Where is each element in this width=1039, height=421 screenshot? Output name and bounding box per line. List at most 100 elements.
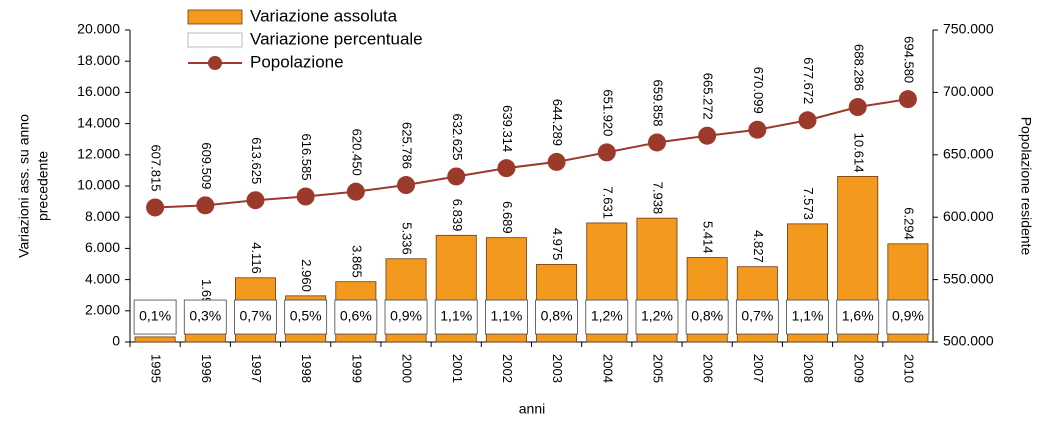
percent-label: 0,8% — [541, 308, 573, 324]
x-tick-label: 2003 — [550, 354, 565, 383]
percent-label-box — [485, 299, 528, 335]
population-value-label: 694.580 — [901, 36, 916, 83]
percent-label-box — [434, 299, 478, 335]
population-value-label: 665.272 — [701, 73, 716, 120]
percent-label-box — [786, 299, 829, 335]
percent-label-box — [635, 299, 679, 335]
population-marker — [898, 90, 917, 109]
y2-tick-label: 500.000 — [943, 333, 994, 349]
bar-value-label: 7.938 — [651, 182, 666, 215]
y-tick-label: 6.000 — [85, 239, 120, 255]
x-axis-title: anni — [519, 401, 545, 417]
population-marker — [196, 196, 215, 215]
population-value-label: 625.786 — [400, 122, 415, 169]
bar-value-label: 10.614 — [851, 133, 866, 173]
x-tick-label: 1998 — [299, 354, 314, 383]
percent-label: 1,2% — [591, 308, 623, 324]
x-tick-label: 2008 — [801, 354, 816, 383]
y2-tick-label: 700.000 — [943, 83, 994, 99]
population-marker — [647, 133, 666, 152]
y-tick-label: 10.000 — [77, 177, 120, 193]
population-value-label: 609.509 — [199, 142, 214, 189]
percent-label-box — [585, 299, 629, 335]
legend-swatch — [187, 32, 243, 48]
population-value-label: 639.314 — [500, 105, 515, 152]
bar-value-label: 7.573 — [801, 187, 816, 220]
percent-label: 1,6% — [842, 308, 874, 324]
legend-label: Variazione assoluta — [250, 6, 398, 25]
y2-tick-label: 550.000 — [943, 270, 994, 286]
percent-label-box — [886, 299, 930, 335]
x-tick-label: 1999 — [349, 354, 364, 383]
population-marker — [798, 111, 817, 130]
percent-label-box — [334, 299, 378, 335]
population-marker — [698, 126, 717, 145]
population-marker — [848, 98, 867, 117]
population-value-label: 616.585 — [299, 134, 314, 181]
population-value-label: 670.099 — [751, 67, 766, 114]
y-axis-title: Variazioni ass. su anno — [16, 114, 32, 258]
population-marker — [597, 143, 616, 162]
y-tick-label: 8.000 — [85, 208, 120, 224]
population-line — [155, 98, 909, 209]
x-tick-label: 2002 — [500, 354, 515, 383]
percent-label: 1,1% — [792, 308, 824, 324]
percent-label-box — [836, 299, 880, 335]
population-marker — [397, 176, 416, 195]
bar-value-label: 4.827 — [751, 230, 766, 263]
bar-value-label: 2.960 — [299, 259, 314, 292]
x-tick-label: 2009 — [851, 354, 866, 383]
y-tick-label: 16.000 — [77, 83, 120, 99]
x-tick-label: 2001 — [450, 354, 465, 383]
percent-label: 1,1% — [490, 308, 522, 324]
y-tick-label: 4.000 — [85, 270, 120, 286]
y-tick-label: 20.000 — [77, 21, 120, 37]
population-value-label: 688.286 — [851, 44, 866, 91]
percent-label-box — [284, 299, 328, 335]
population-marker — [497, 159, 516, 178]
y2-tick-label: 650.000 — [943, 146, 994, 162]
population-marker — [748, 120, 767, 139]
bar-value-label: 3.865 — [349, 245, 364, 278]
y-tick-label: 14.000 — [77, 114, 120, 130]
y-axis-title: precedente — [35, 151, 51, 221]
population-marker — [296, 187, 315, 206]
bar-value-label: 6.689 — [500, 201, 515, 234]
bar-value-label: 5.414 — [701, 221, 716, 254]
percent-label: 0,5% — [290, 308, 322, 324]
population-value-label: 620.450 — [349, 129, 364, 176]
percent-label: 1,2% — [641, 308, 673, 324]
population-marker — [447, 167, 466, 186]
population-value-label: 677.672 — [801, 57, 816, 104]
population-value-label: 651.920 — [600, 89, 615, 136]
percent-label: 0,1% — [139, 308, 171, 324]
percent-label-box — [384, 299, 428, 335]
y-tick-label: 12.000 — [77, 146, 120, 162]
percent-label: 0,7% — [741, 308, 773, 324]
bar-value-label: 6.294 — [901, 207, 916, 240]
population-marker — [246, 191, 265, 210]
percent-label: 0,9% — [892, 308, 924, 324]
population-value-label: 613.625 — [249, 137, 264, 184]
population-marker — [547, 152, 566, 171]
x-tick-label: 2006 — [701, 354, 716, 383]
legend-swatch — [187, 9, 243, 25]
percent-label: 0,6% — [340, 308, 372, 324]
y2-tick-label: 750.000 — [943, 21, 994, 37]
x-tick-label: 2004 — [600, 354, 615, 383]
bar — [134, 336, 176, 343]
population-marker — [146, 198, 165, 217]
percent-label: 0,7% — [240, 308, 272, 324]
percent-label-box — [183, 299, 227, 335]
bar-value-label: 7.631 — [600, 186, 615, 219]
percent-label-box — [234, 299, 277, 335]
bar-value-label: 4.116 — [249, 242, 264, 274]
population-marker — [346, 182, 365, 201]
population-value-label: 607.815 — [149, 144, 164, 191]
legend-marker — [208, 56, 222, 70]
x-tick-label: 2007 — [751, 354, 766, 383]
x-tick-label: 1997 — [249, 354, 264, 383]
percent-label-box — [685, 299, 729, 335]
x-tick-label: 1995 — [149, 354, 164, 383]
